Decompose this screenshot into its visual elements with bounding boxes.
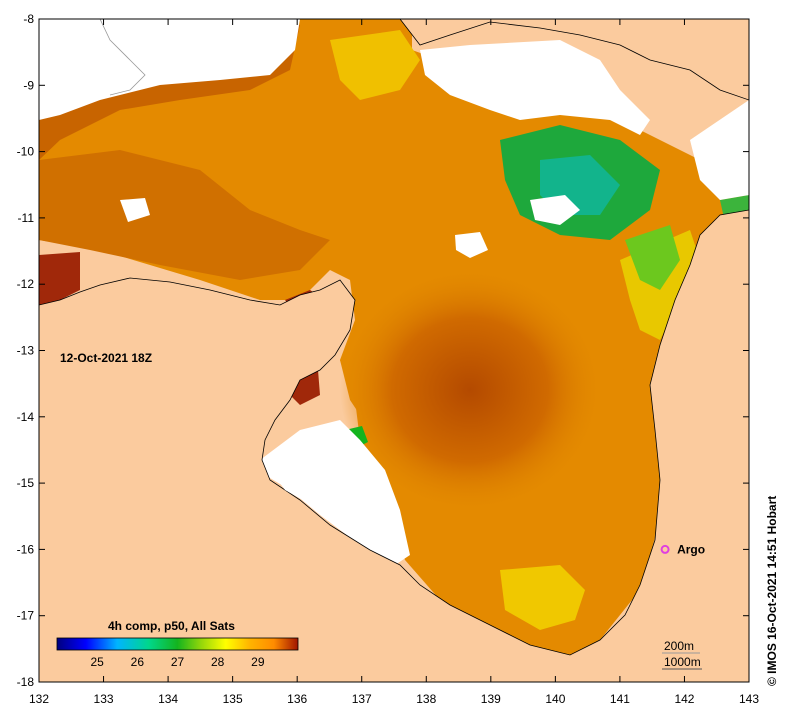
colorbar-tick-label: 27 [171, 655, 185, 669]
depth-legend-200m: 200m [664, 639, 694, 653]
y-tick-label: -12 [17, 277, 35, 291]
y-tick-label: -18 [17, 675, 35, 689]
x-tick-label: 141 [610, 692, 630, 706]
sst-darkred-coast [39, 252, 80, 305]
nodata-north [420, 40, 650, 135]
y-tick-label: -15 [17, 476, 35, 490]
nodata-ring [530, 195, 580, 225]
land-arnhem [39, 209, 749, 682]
colorbar-ramp [56, 637, 299, 651]
x-tick-label: 142 [674, 692, 694, 706]
colorbar: 4h comp, p50, All Sats 25 26 27 28 29 [56, 619, 299, 669]
y-tick-label: -13 [17, 344, 35, 358]
x-tick-label: 135 [223, 692, 243, 706]
x-tick-label: 138 [416, 692, 436, 706]
sst-cool-south [500, 565, 585, 630]
colorbar-tick-label: 29 [251, 655, 265, 669]
x-tick-label: 143 [739, 692, 759, 706]
y-tick-label: -14 [17, 410, 35, 424]
land-png [399, 19, 749, 101]
sst-cool-north [330, 30, 420, 100]
colorbar-tick-label: 26 [131, 655, 145, 669]
sst-warm-core [340, 270, 600, 510]
land-gulf-interior [270, 435, 395, 555]
map-layers [39, 19, 749, 682]
nodata-northwest [39, 19, 300, 120]
sst-warm-west-2 [39, 150, 330, 280]
nodata-east-island [690, 100, 749, 200]
x-tick-label: 137 [352, 692, 372, 706]
colorbar-title: 4h comp, p50, All Sats [108, 619, 235, 633]
x-tick-label: 133 [94, 692, 114, 706]
depth-contour-200m [99, 19, 146, 96]
y-tick-label: -17 [17, 609, 35, 623]
date-label: 12-Oct-2021 18Z [60, 351, 152, 365]
argo-float: Argo [660, 542, 705, 556]
x-tick-label: 136 [287, 692, 307, 706]
x-tick-label: 134 [158, 692, 178, 706]
nodata-west-spot [120, 198, 150, 222]
y-tick-label: -10 [17, 145, 35, 159]
colorbar-ticks: 25 26 27 28 29 [90, 655, 264, 669]
x-axis: 132 133 134 135 136 137 138 139 140 141 142 143 [29, 19, 759, 706]
x-tick-label: 132 [29, 692, 49, 706]
credit-label: © IMOS 16-Oct-2021 14:51 Hobart [765, 495, 779, 686]
x-tick-label: 139 [481, 692, 501, 706]
x-tick-label: 140 [545, 692, 565, 706]
y-tick-label: -9 [23, 78, 34, 92]
sst-green-patch-2 [625, 225, 680, 290]
y-tick-label: -16 [17, 542, 35, 556]
y-axis: -8 -9 -10 -11 -12 -13 -14 -15 -16 -17 -18 [17, 12, 749, 689]
y-tick-label: -8 [23, 12, 34, 26]
argo-label: Argo [677, 542, 705, 556]
y-tick-label: -11 [18, 211, 35, 225]
colorbar-tick-label: 28 [211, 655, 225, 669]
depth-legend-1000m: 1000m [664, 655, 701, 669]
colorbar-tick-label: 25 [90, 655, 104, 669]
argo-marker-icon [660, 544, 670, 554]
nodata-center [455, 232, 488, 258]
